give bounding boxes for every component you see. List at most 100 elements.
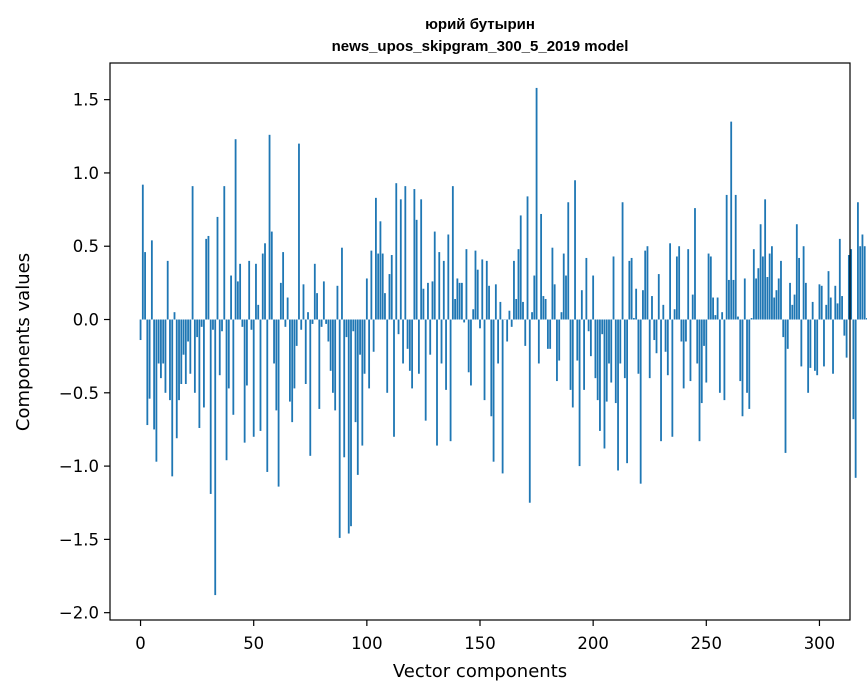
bar-302 <box>823 319 825 367</box>
bar-209 <box>612 256 615 320</box>
bar-186 <box>560 312 563 320</box>
bar-59 <box>273 319 275 364</box>
y-tick-label: −2.0 <box>59 604 99 623</box>
bar-260 <box>728 279 730 320</box>
x-tick-label: 50 <box>243 634 264 653</box>
y-tick-label: −1.0 <box>59 457 99 476</box>
bar-28 <box>203 319 205 408</box>
bar-187 <box>562 253 565 320</box>
bar-166 <box>515 298 518 320</box>
bar-245 <box>694 208 696 320</box>
y-tick-label: 1.0 <box>73 164 99 183</box>
bar-170 <box>524 319 527 346</box>
bar-16 <box>175 319 178 439</box>
bar-8 <box>157 319 160 364</box>
bar-39 <box>227 319 230 389</box>
bar-63 <box>282 252 285 320</box>
bar-208 <box>610 319 613 383</box>
bar-158 <box>497 319 500 364</box>
bar-164 <box>510 319 513 327</box>
bar-27 <box>200 319 203 327</box>
bar-24 <box>193 319 196 393</box>
bar-48 <box>248 260 251 320</box>
bar-11 <box>164 319 167 393</box>
bar-217 <box>630 257 633 320</box>
bar-94 <box>352 319 355 332</box>
bar-191 <box>571 319 574 408</box>
bar-68 <box>293 319 296 389</box>
bar-115 <box>399 199 402 320</box>
bar-188 <box>565 275 567 320</box>
bar-120 <box>411 319 414 389</box>
bar-110 <box>388 274 391 320</box>
bar-6 <box>153 319 156 430</box>
bar-215 <box>626 319 628 464</box>
bar-218 <box>632 318 635 320</box>
bar-251 <box>707 253 710 320</box>
bar-299 <box>816 319 819 376</box>
bar-65 <box>286 297 289 320</box>
plot-frame <box>109 62 851 621</box>
bar-185 <box>558 319 561 361</box>
bar-86 <box>334 319 337 411</box>
bar-243 <box>689 319 692 382</box>
bar-287 <box>789 282 791 320</box>
bar-228 <box>655 319 658 354</box>
x-tick-label: 200 <box>577 634 609 653</box>
bar-314 <box>850 249 853 320</box>
bar-2 <box>144 252 146 320</box>
bar-157 <box>494 284 497 320</box>
bar-181 <box>549 319 552 349</box>
bar-147 <box>472 309 475 320</box>
bar-129 <box>431 281 434 320</box>
y-tick-label: 0.0 <box>73 311 99 330</box>
bar-272 <box>755 278 757 320</box>
bar-171 <box>526 196 529 320</box>
bar-250 <box>705 319 708 383</box>
bar-320 <box>863 246 866 320</box>
bar-232 <box>664 319 667 352</box>
bar-36 <box>221 319 223 332</box>
bar-127 <box>427 282 429 320</box>
bar-197 <box>585 257 588 320</box>
bar-284 <box>782 319 785 338</box>
bar-212 <box>619 319 622 364</box>
bar-64 <box>284 319 287 327</box>
bar-5 <box>150 240 153 320</box>
bar-33 <box>214 319 217 596</box>
bar-224 <box>646 246 649 320</box>
bar-52 <box>257 304 260 320</box>
bar-194 <box>578 319 581 467</box>
bar-201 <box>594 319 597 379</box>
bar-169 <box>522 301 524 320</box>
bar-240 <box>682 319 685 389</box>
bar-214 <box>623 319 626 379</box>
bar-255 <box>716 297 719 320</box>
bar-56 <box>266 319 269 472</box>
bar-51 <box>255 263 257 320</box>
bar-210 <box>614 319 617 404</box>
bar-4 <box>148 319 151 399</box>
bar-213 <box>621 202 624 320</box>
bar-230 <box>660 319 662 442</box>
x-tick-label: 100 <box>351 634 383 653</box>
bar-313 <box>847 255 850 320</box>
bar-35 <box>218 319 221 376</box>
bar-81 <box>322 281 325 320</box>
bar-42 <box>234 139 237 320</box>
bar-106 <box>379 221 382 320</box>
bar-242 <box>687 249 690 320</box>
bar-123 <box>417 319 420 374</box>
bar-294 <box>804 282 807 320</box>
bar-239 <box>680 319 683 342</box>
bar-308 <box>836 303 839 320</box>
bar-285 <box>784 319 787 453</box>
bar-293 <box>802 246 805 320</box>
bar-111 <box>390 255 393 320</box>
bar-225 <box>648 319 651 379</box>
bar-32 <box>212 319 214 330</box>
bar-145 <box>467 319 470 373</box>
bar-189 <box>567 202 570 320</box>
bar-55 <box>264 243 266 320</box>
bar-119 <box>408 319 411 371</box>
